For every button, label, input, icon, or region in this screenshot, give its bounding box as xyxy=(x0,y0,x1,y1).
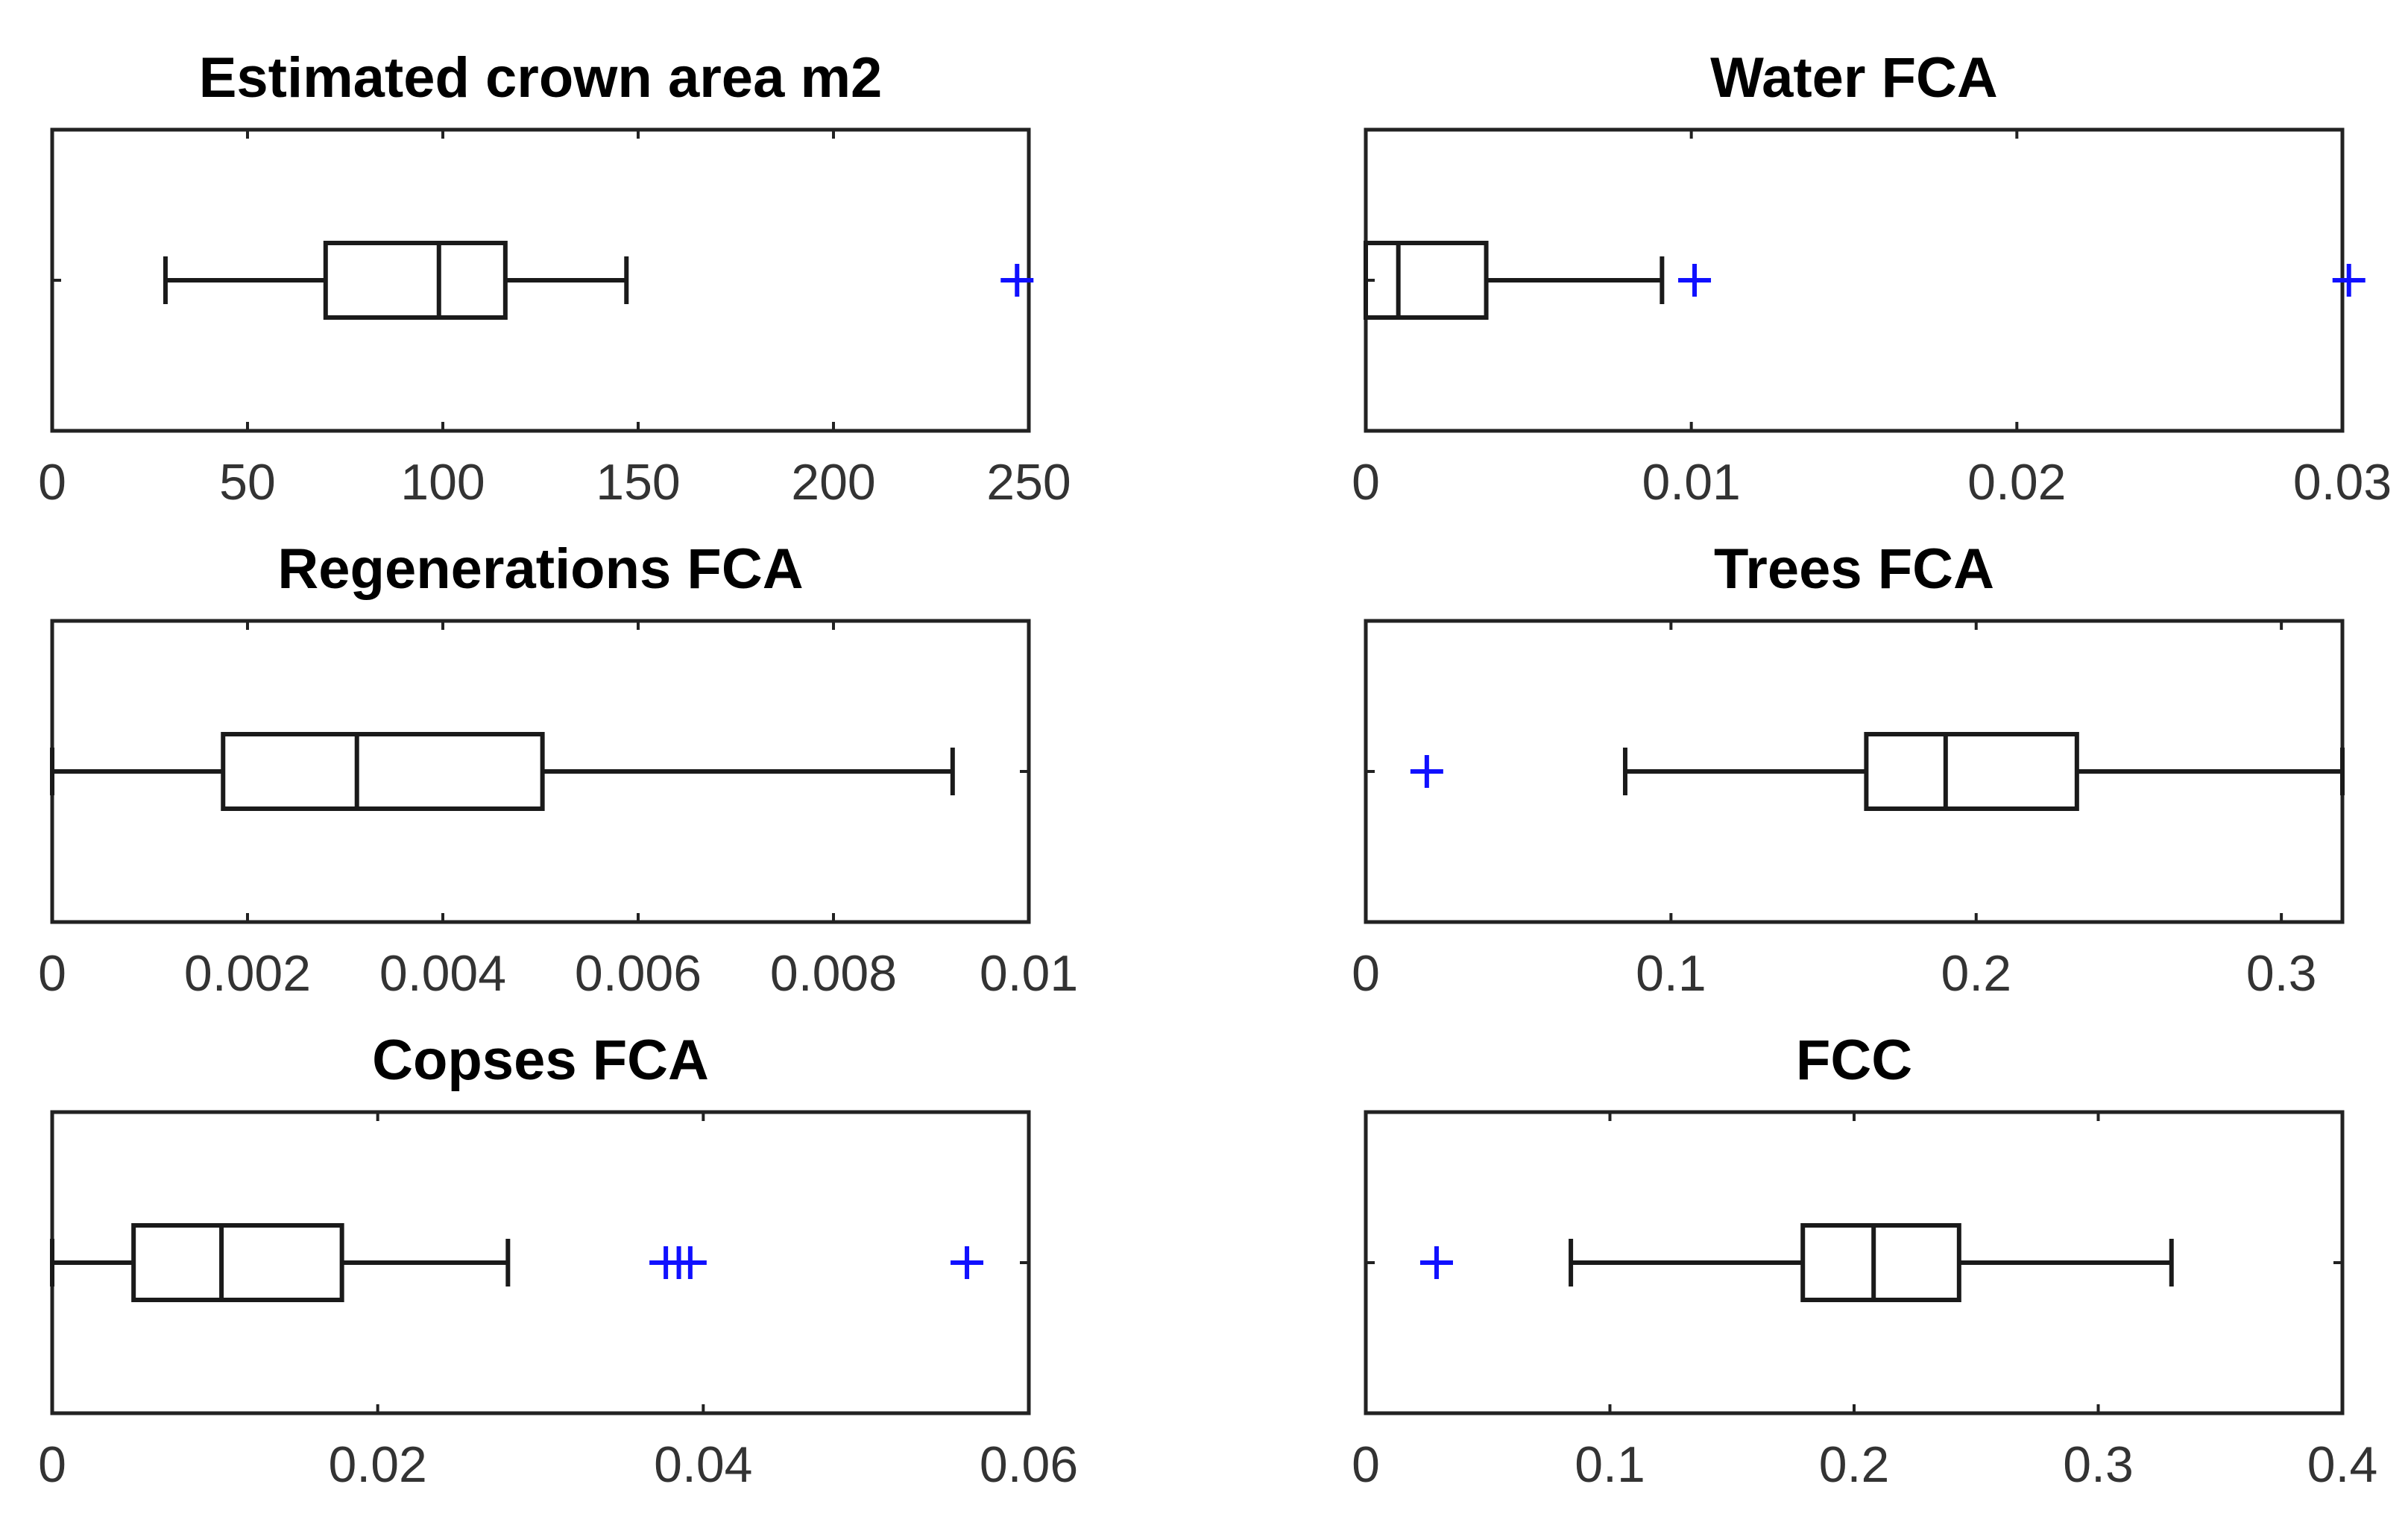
x-tick-label: 150 xyxy=(596,454,680,511)
chart-title: Copses FCA xyxy=(372,1029,709,1092)
chart-panel-5: Copses FCA 0 0.02 0.04 0.06 xyxy=(38,1029,1078,1493)
outlier-marker xyxy=(1410,755,1443,788)
outlier-marker xyxy=(1678,264,1712,297)
x-tick-label: 0.006 xyxy=(575,945,702,1002)
x-tick-label: 250 xyxy=(986,454,1071,511)
chart-panel-1: Estimated crown area m2 0 50 100 150 200 250 xyxy=(38,46,1071,511)
x-tick-label: 50 xyxy=(219,454,276,511)
x-tick-label: 0 xyxy=(38,1436,66,1493)
chart-title: Regenerations FCA xyxy=(277,537,803,601)
chart-panel-2: Water FCA 0 0.01 0.02 0.03 xyxy=(1352,46,2392,511)
x-tick-label: 0.008 xyxy=(770,945,897,1002)
outlier-marker xyxy=(1419,1246,1453,1279)
x-tick-label: 100 xyxy=(400,454,485,511)
iqr-box xyxy=(131,1223,344,1302)
iqr-box xyxy=(1364,241,1489,320)
chart-panel-3: Regenerations FCA 0 0.002 0.004 0.006 0.008 0.… xyxy=(38,537,1078,1002)
x-tick-label: 0.2 xyxy=(1941,945,2011,1002)
x-tick-label: 0 xyxy=(1352,1436,1380,1493)
x-tick-label: 0 xyxy=(1352,454,1380,511)
x-tick-label: 0.02 xyxy=(1967,454,2066,511)
x-tick-label: 0.3 xyxy=(2246,945,2317,1002)
chart-panel-6: FCC 0 0.1 0.2 0.3 0.4 xyxy=(1352,1029,2377,1493)
x-tick-label: 0 xyxy=(38,945,66,1002)
x-tick-label: 0.06 xyxy=(980,1436,1078,1493)
x-tick-label: 0.04 xyxy=(654,1436,752,1493)
chart-title: FCC xyxy=(1796,1029,1912,1092)
iqr-box xyxy=(221,732,545,811)
iqr-box xyxy=(1800,1223,1961,1302)
x-tick-label: 0.2 xyxy=(1819,1436,1890,1493)
x-tick-label: 0.1 xyxy=(1636,945,1706,1002)
chart-panel-4: Trees FCA 0 0.1 0.2 0.3 xyxy=(1352,537,2345,1002)
outlier-marker xyxy=(951,1246,984,1279)
iqr-box xyxy=(323,241,508,320)
x-tick-label: 0.3 xyxy=(2063,1436,2134,1493)
axes-frame xyxy=(50,1110,1031,1415)
x-tick-label: 200 xyxy=(791,454,875,511)
x-tick-label: 0 xyxy=(38,454,66,511)
x-tick-label: 0.01 xyxy=(1642,454,1740,511)
x-tick-label: 0.03 xyxy=(2293,454,2392,511)
outlier-marker xyxy=(673,1246,707,1279)
x-tick-label: 0.02 xyxy=(328,1436,426,1493)
x-tick-label: 0.1 xyxy=(1575,1436,1645,1493)
x-tick-label: 0.4 xyxy=(2307,1436,2378,1493)
x-tick-label: 0.01 xyxy=(980,945,1078,1002)
chart-title: Estimated crown area m2 xyxy=(199,46,883,110)
chart-title: Trees FCA xyxy=(1714,537,1994,601)
x-tick-label: 0 xyxy=(1352,945,1380,1002)
outlier-marker xyxy=(2332,264,2366,297)
x-tick-label: 0.004 xyxy=(379,945,506,1002)
chart-title: Water FCA xyxy=(1710,46,1998,110)
iqr-box xyxy=(1864,732,2079,811)
axes-frame xyxy=(1364,1110,2345,1415)
x-tick-label: 0.002 xyxy=(184,945,311,1002)
outlier-marker xyxy=(1000,264,1034,297)
